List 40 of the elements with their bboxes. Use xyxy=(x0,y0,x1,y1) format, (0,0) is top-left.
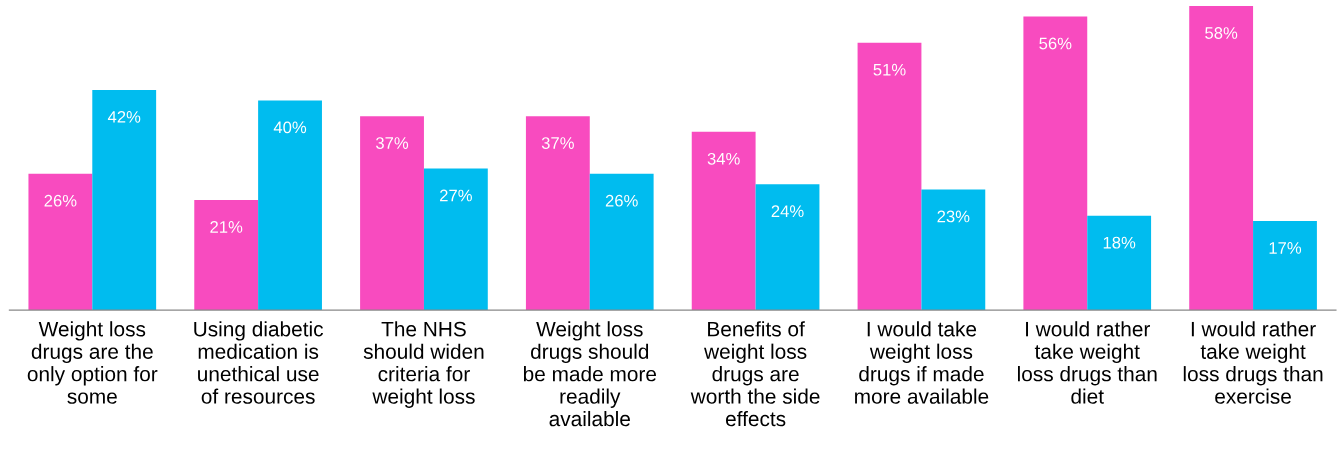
x-tick-label: Benefits of weight loss drugs are worth the side effects xyxy=(690,321,820,427)
bar xyxy=(525,116,590,311)
data-label: 42% xyxy=(107,110,141,123)
data-label: 24% xyxy=(771,205,804,218)
x-tick-label: Using diabetic medication is unethical use of resources xyxy=(194,321,323,404)
data-label: 37% xyxy=(541,137,574,149)
bar xyxy=(360,116,424,311)
bar xyxy=(28,173,93,311)
data-label: 34% xyxy=(707,152,740,165)
data-label: 18% xyxy=(1103,236,1136,249)
bar xyxy=(921,189,986,311)
data-label: 40% xyxy=(273,121,307,134)
bar xyxy=(589,173,654,311)
bar xyxy=(1189,6,1254,311)
data-label: 56% xyxy=(1039,37,1072,50)
bar xyxy=(194,200,259,311)
x-tick-label: Weight loss drugs should be made more readily available xyxy=(523,321,657,427)
bar xyxy=(1253,220,1317,311)
x-tick-label: I would rather take weight loss drugs than exercise xyxy=(1183,321,1323,404)
data-label: 27% xyxy=(440,189,472,202)
data-label: 58% xyxy=(1205,27,1238,39)
data-label: 17% xyxy=(1269,242,1302,254)
bar xyxy=(258,100,322,311)
bar xyxy=(755,184,820,311)
bar xyxy=(1023,16,1088,311)
x-tick-label: I would rather take weight loss drugs than diet xyxy=(1018,321,1157,404)
data-label: 23% xyxy=(937,210,970,223)
data-label: 51% xyxy=(873,63,906,76)
bar xyxy=(92,89,157,311)
data-label: 26% xyxy=(605,194,638,207)
bar xyxy=(857,42,922,311)
data-label: 21% xyxy=(210,221,243,233)
x-tick-label: I would take weight loss drugs if made more available xyxy=(855,321,989,404)
data-label: 26% xyxy=(44,194,77,207)
bar xyxy=(423,168,488,311)
x-tick-label: The NHS should widen criteria for weight loss xyxy=(363,321,484,408)
data-label: 37% xyxy=(375,137,409,149)
bar xyxy=(1087,215,1152,311)
x-tick-label: Weight loss drugs are the only option for some xyxy=(27,321,158,404)
bar xyxy=(691,131,756,311)
